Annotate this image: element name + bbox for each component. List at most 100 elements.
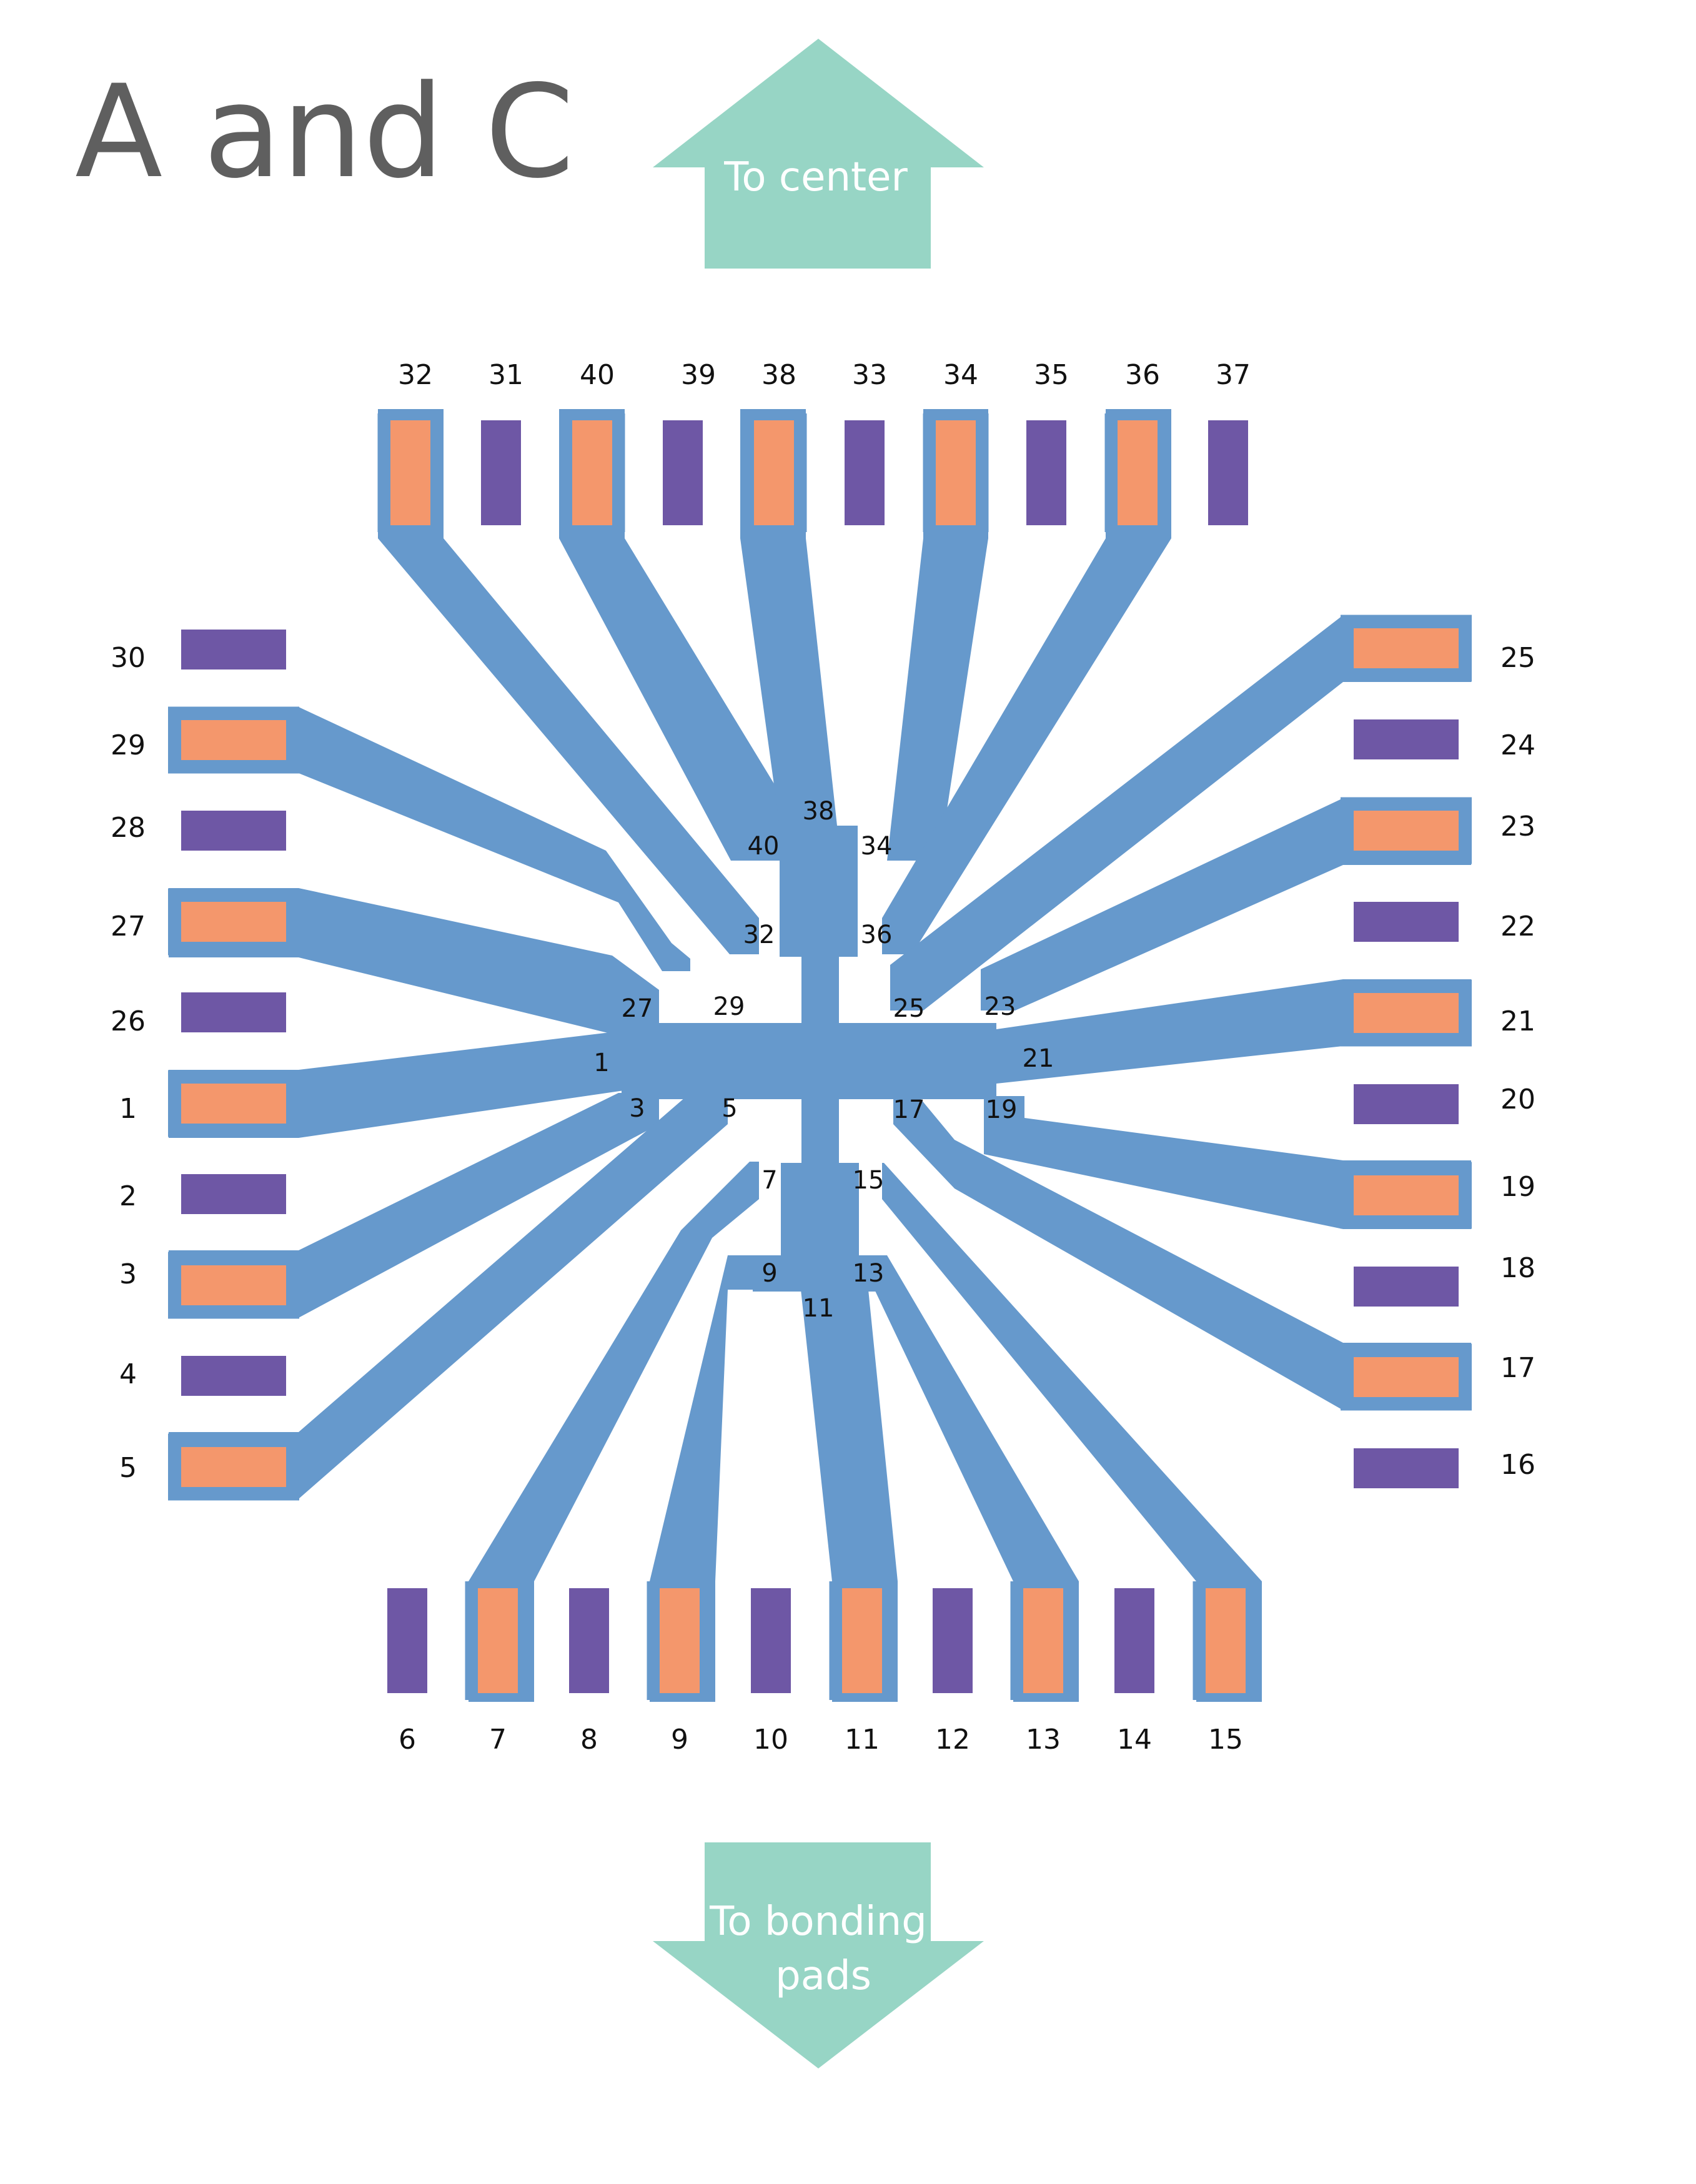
pad-label-right-20: 20 [1500, 1084, 1535, 1115]
pad-left-2 [181, 1174, 286, 1214]
pad-right-19 [1354, 1175, 1459, 1215]
pad-label-top-34: 34 [943, 359, 978, 391]
pad-label-bottom-6: 6 [399, 1724, 416, 1756]
pad-label-top-40: 40 [580, 359, 615, 391]
pad-bottom-8 [569, 1588, 609, 1693]
center-label-13: 13 [853, 1259, 885, 1288]
pad-label-left-4: 4 [119, 1358, 137, 1390]
pad-label-right-18: 18 [1500, 1252, 1535, 1284]
pad-label-bottom-14: 14 [1117, 1724, 1152, 1756]
pad-label-left-28: 28 [111, 812, 146, 844]
pad-top-31 [481, 420, 521, 525]
pad-right-22 [1354, 902, 1459, 942]
center-label-17: 17 [893, 1095, 925, 1124]
pad-left-28 [181, 811, 286, 851]
pad-left-29 [181, 720, 286, 760]
pad-left-3 [181, 1265, 286, 1305]
pad-right-25 [1354, 628, 1459, 668]
center-labels: 38 40 34 32 36 27 29 25 23 1 21 3 5 17 19 7 15 9 13 11 [593, 797, 1054, 1323]
center-label-23: 23 [984, 992, 1016, 1021]
hub-bottom-foot [753, 1255, 884, 1292]
pad-bottom-14 [1114, 1588, 1154, 1693]
pad-right-23 [1354, 811, 1459, 851]
center-label-38: 38 [803, 797, 835, 826]
pad-bottom-13 [1023, 1588, 1063, 1693]
pad-right-20 [1354, 1084, 1459, 1124]
pad-label-left-29: 29 [111, 729, 146, 761]
pad-label-right-19: 19 [1500, 1171, 1535, 1203]
pad-top-38 [754, 420, 794, 525]
page-title: A and C [75, 58, 575, 207]
center-label-36: 36 [861, 921, 893, 949]
pads [168, 413, 1472, 1700]
pad-top-39 [663, 420, 703, 525]
trace-left-5 [169, 1093, 728, 1499]
center-label-34: 34 [861, 832, 893, 861]
pad-label-right-25: 25 [1500, 642, 1535, 674]
pad-top-36 [1118, 420, 1158, 525]
pad-label-left-5: 5 [119, 1452, 137, 1484]
pad-right-16 [1354, 1448, 1459, 1488]
trace-bottom-7 [469, 1162, 759, 1702]
pad-label-right-23: 23 [1500, 811, 1535, 842]
pad-label-left-26: 26 [111, 1006, 146, 1037]
center-label-9: 9 [761, 1259, 777, 1288]
hub-bottom-stem [801, 1096, 839, 1168]
pad-label-top-35: 35 [1034, 359, 1069, 391]
central-hub [622, 826, 996, 1292]
pad-label-top-31: 31 [488, 359, 523, 391]
pad-left-30 [181, 630, 286, 670]
pad-label-right-21: 21 [1500, 1006, 1535, 1037]
pad-label-left-1: 1 [119, 1093, 137, 1125]
pad-label-bottom-12: 12 [935, 1724, 970, 1756]
pad-left-27 [181, 902, 286, 942]
pad-label-left-30: 30 [111, 642, 146, 674]
pad-label-bottom-11: 11 [845, 1724, 880, 1756]
pad-bottom-7 [478, 1588, 518, 1693]
pad-top-37 [1208, 420, 1248, 525]
to-bonding-pads-label-line1: To bonding [709, 1899, 927, 1945]
to-bonding-pads-label-line2: pads [775, 1953, 871, 1999]
pad-label-top-33: 33 [852, 359, 887, 391]
hub-bottom-block [781, 1163, 859, 1257]
pad-label-left-27: 27 [111, 911, 146, 942]
center-label-15: 15 [853, 1166, 885, 1195]
pad-top-34 [936, 420, 976, 525]
center-label-32: 32 [743, 921, 775, 949]
pad-label-top-36: 36 [1125, 359, 1160, 391]
pad-left-26 [181, 992, 286, 1032]
pad-bottom-9 [660, 1588, 700, 1693]
center-label-19: 19 [986, 1095, 1018, 1124]
pad-labels: 32 31 40 39 38 33 34 35 36 376 7 8 9 10 11 12 13 14 153029… [111, 359, 1535, 1756]
pad-label-bottom-13: 13 [1026, 1724, 1061, 1756]
pad-label-top-39: 39 [681, 359, 716, 391]
center-label-1: 1 [593, 1049, 609, 1077]
pad-label-bottom-9: 9 [671, 1724, 688, 1756]
pad-label-bottom-7: 7 [489, 1724, 507, 1756]
pad-bottom-11 [842, 1588, 882, 1693]
to-bonding-pads-arrow [653, 1842, 984, 2068]
to-center-arrow [653, 39, 984, 269]
pad-label-top-38: 38 [761, 359, 796, 391]
pad-left-1 [181, 1084, 286, 1124]
pad-label-left-2: 2 [119, 1180, 137, 1212]
pad-label-bottom-15: 15 [1208, 1724, 1243, 1756]
pad-top-35 [1026, 420, 1066, 525]
pad-label-right-16: 16 [1500, 1449, 1535, 1481]
pad-bottom-12 [933, 1588, 973, 1693]
pad-right-21 [1354, 993, 1459, 1033]
hub-horizontal-bar [622, 1023, 996, 1099]
hub-top-block [780, 826, 858, 957]
center-label-25: 25 [893, 994, 925, 1023]
center-label-29: 29 [713, 992, 745, 1021]
pad-label-right-17: 17 [1500, 1352, 1535, 1384]
pad-bottom-10 [751, 1588, 791, 1693]
pad-right-24 [1354, 719, 1459, 759]
pad-label-right-22: 22 [1500, 911, 1535, 942]
pad-label-right-24: 24 [1500, 729, 1535, 761]
pad-label-bottom-8: 8 [580, 1724, 598, 1756]
center-label-21: 21 [1023, 1044, 1054, 1073]
pad-label-left-3: 3 [119, 1258, 137, 1290]
pad-top-33 [845, 420, 885, 525]
